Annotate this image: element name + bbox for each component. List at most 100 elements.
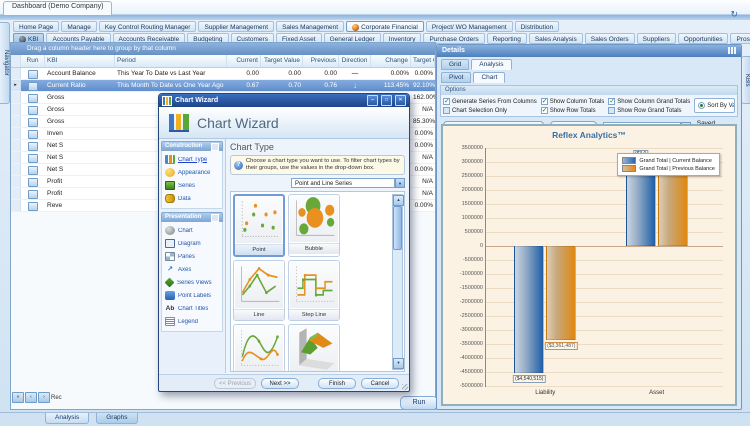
- document-tab-dashboard[interactable]: Dashboard (Demo Company): [3, 1, 113, 15]
- chart-mini-icon[interactable]: [728, 47, 736, 54]
- run-button[interactable]: Run: [400, 396, 438, 410]
- checkbox-icon[interactable]: [608, 107, 616, 114]
- navigator-side-tab[interactable]: Navigator: [0, 22, 10, 104]
- ribbon-tab-sales-orders[interactable]: Sales Orders: [584, 33, 635, 44]
- scroll-up-icon[interactable]: ▲: [393, 195, 404, 206]
- maximize-button[interactable]: □: [381, 95, 392, 106]
- run-cell[interactable]: [21, 128, 45, 139]
- table-row[interactable]: ▸ Current Ratio This Month To Date vs One …: [11, 80, 435, 92]
- collapse-icon[interactable]: [211, 143, 219, 151]
- chart-group-select[interactable]: Point and Line Series ▼: [291, 178, 405, 189]
- sidebar-item-appearance[interactable]: Appearance: [162, 166, 222, 179]
- sort-by-box[interactable]: Sort By Va: [694, 98, 735, 113]
- record-next-button[interactable]: ›: [38, 392, 50, 403]
- run-cell[interactable]: [21, 188, 45, 199]
- run-cell[interactable]: [21, 80, 45, 91]
- table-row[interactable]: Account Balance This Year To Date vs Last…: [11, 68, 435, 80]
- checkbox-icon[interactable]: [443, 98, 450, 105]
- option-show-column-grand-totals[interactable]: Show Column Grand Totals: [608, 98, 690, 105]
- run-cell[interactable]: [21, 68, 45, 79]
- previous-button[interactable]: << Previous: [213, 378, 256, 389]
- checkbox-icon[interactable]: [540, 107, 548, 114]
- thumbnail-step-line[interactable]: Step Line: [288, 260, 340, 321]
- run-icon[interactable]: [28, 130, 38, 139]
- sidebar-item-series[interactable]: Series: [162, 179, 222, 192]
- run-icon[interactable]: [28, 178, 38, 187]
- run-cell[interactable]: [21, 104, 45, 115]
- column-header-kbi[interactable]: KBI: [45, 55, 115, 67]
- group-by-bar[interactable]: Drag a column header here to group by th…: [11, 43, 435, 55]
- cancel-button[interactable]: Cancel: [361, 378, 399, 389]
- subtab-pivot[interactable]: Pivot: [441, 72, 472, 83]
- sidebar-item-chart-titles[interactable]: Ab Chart Titles: [162, 302, 222, 315]
- option-show-row-grand-totals[interactable]: Show Row Grand Totals: [608, 107, 690, 114]
- checkbox-icon[interactable]: [443, 107, 450, 114]
- sidebar-item-point-labels[interactable]: Point Labels: [162, 289, 222, 302]
- run-cell[interactable]: [21, 152, 45, 163]
- thumbnail-bubble[interactable]: Bubble: [288, 194, 340, 257]
- bottom-tab-graphs[interactable]: Graphs: [96, 413, 138, 424]
- ribbon-tab-reporting[interactable]: Reporting: [486, 33, 527, 44]
- chevron-down-icon[interactable]: ▼: [395, 178, 405, 189]
- finish-button[interactable]: Finish: [318, 378, 356, 389]
- sidebar-item-panes[interactable]: Panes: [162, 250, 222, 263]
- run-icon[interactable]: [28, 190, 38, 199]
- construction-section-header[interactable]: Construction: [161, 141, 223, 151]
- column-header-direction[interactable]: Direction: [339, 55, 371, 67]
- chart-group-value[interactable]: Point and Line Series: [291, 178, 395, 189]
- bar-grand-total-current-balance-liability[interactable]: [514, 246, 545, 374]
- next-button[interactable]: Next >>: [261, 378, 299, 389]
- run-icon[interactable]: [28, 106, 38, 115]
- ribbon-tab-prospects[interactable]: Prospects: [730, 33, 750, 44]
- sidebar-item-axes[interactable]: ↗ Axes: [162, 263, 222, 276]
- option-show-column-totals[interactable]: Show Column Totals: [540, 98, 604, 105]
- ribbon-tab-supplier-management[interactable]: Supplier Management: [198, 21, 275, 32]
- run-icon[interactable]: [28, 154, 38, 163]
- bar-grand-total-previous-balance-asset[interactable]: [657, 174, 688, 246]
- checkbox-icon[interactable]: [540, 98, 548, 105]
- bottom-tab-analysis[interactable]: Analysis: [45, 413, 90, 424]
- sort-by-radio[interactable]: [698, 102, 706, 109]
- thumbnail-line[interactable]: Line: [233, 260, 285, 321]
- ribbon-tab-home-page[interactable]: Home Page: [13, 21, 60, 32]
- close-button[interactable]: ✕: [395, 95, 406, 106]
- sidebar-item-diagram[interactable]: Diagram: [162, 237, 222, 250]
- column-header-previous[interactable]: Previous: [303, 55, 339, 67]
- refresh-icon[interactable]: ↻: [730, 9, 738, 19]
- ribbon-tab-corporate-financial[interactable]: Corporate Financial: [346, 21, 424, 32]
- scrollbar-thumb[interactable]: [393, 206, 402, 250]
- column-header-run[interactable]: Run: [21, 55, 45, 67]
- run-icon[interactable]: [28, 142, 38, 151]
- sidebar-item-legend[interactable]: Legend: [162, 315, 222, 328]
- column-header-current[interactable]: Current: [227, 55, 261, 67]
- ribbon-tab-manage[interactable]: Manage: [61, 21, 97, 32]
- scroll-down-icon[interactable]: ▼: [393, 358, 404, 369]
- run-cell[interactable]: [21, 176, 45, 187]
- ribbon-tab-sales-analysis[interactable]: Sales Analysis: [528, 33, 583, 44]
- subtab-chart[interactable]: Chart: [473, 72, 506, 83]
- tab-analysis[interactable]: Analysis: [471, 59, 512, 70]
- option-show-row-totals[interactable]: Show Row Totals: [540, 107, 605, 114]
- run-cell[interactable]: [21, 140, 45, 151]
- run-icon[interactable]: [28, 94, 38, 103]
- sidebar-item-chart[interactable]: Chart: [162, 224, 222, 237]
- run-icon[interactable]: [28, 70, 38, 79]
- run-cell[interactable]: [21, 164, 45, 175]
- column-header-period[interactable]: Period: [115, 55, 227, 67]
- run-icon[interactable]: [28, 82, 38, 91]
- thumbnail-line-3d[interactable]: Line 3D: [288, 324, 340, 371]
- ribbon-tab-opportunities[interactable]: Opportunities: [677, 33, 729, 44]
- sidebar-item-series-views[interactable]: Series Views: [162, 276, 222, 289]
- run-cell[interactable]: [21, 200, 45, 211]
- collapse-icon[interactable]: [211, 214, 219, 222]
- record-first-button[interactable]: «: [12, 392, 24, 403]
- presentation-section-header[interactable]: Presentation: [161, 212, 223, 222]
- record-prev-button[interactable]: ‹: [25, 392, 37, 403]
- ribbon-tab-sales-management[interactable]: Sales Management: [276, 21, 345, 32]
- ribbon-tab-project-wo-management[interactable]: Project/ WO Management: [425, 21, 513, 32]
- run-icon[interactable]: [28, 202, 38, 211]
- resize-grip[interactable]: [402, 384, 408, 390]
- thumbnail-point[interactable]: Point: [233, 194, 285, 257]
- thumbnail-scrollbar[interactable]: ▲ ▼: [392, 194, 404, 370]
- wizard-title-bar[interactable]: Chart Wizard – □ ✕: [159, 94, 409, 107]
